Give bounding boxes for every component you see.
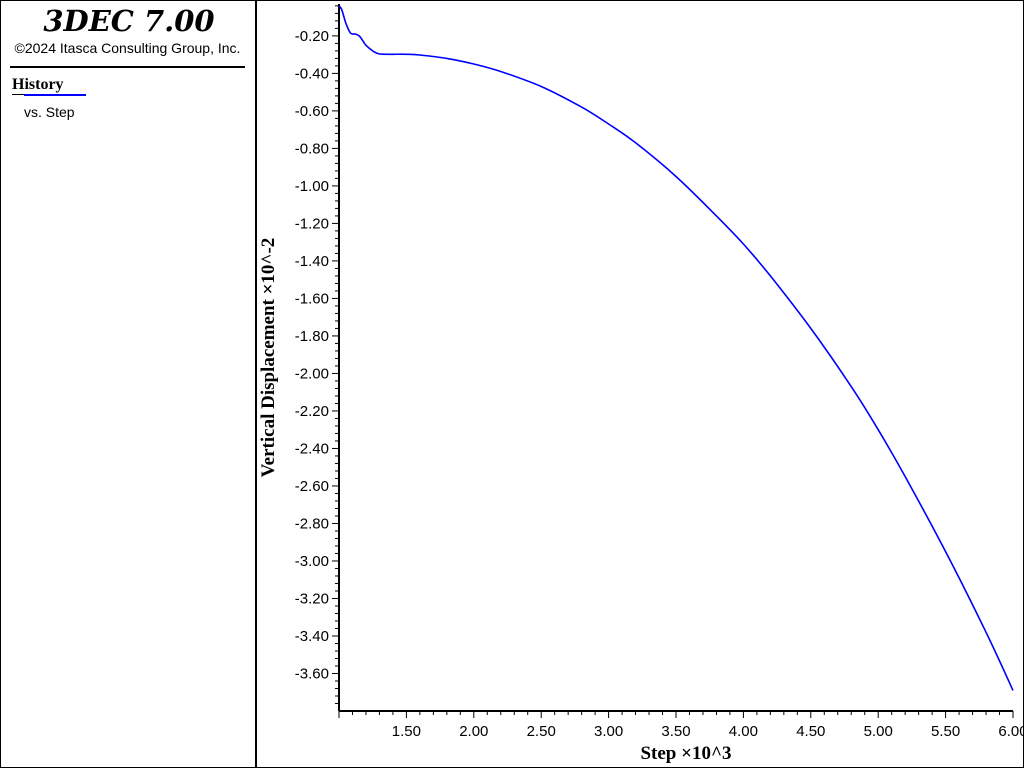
y-tick-label: -2.00 — [295, 365, 329, 382]
plot-axes — [338, 4, 1013, 712]
plot-series — [338, 5, 1014, 691]
y-tick-label: -3.40 — [295, 628, 329, 645]
legend-swatch-line — [24, 94, 86, 96]
y-tick-label: -1.80 — [295, 328, 329, 345]
x-tick-label: 5.00 — [864, 723, 893, 740]
legend-entry-label: vs. Step — [24, 104, 75, 120]
app-title: 3DEC 7.00 — [43, 4, 215, 38]
history-plot: 1.50 2.00 2.50 3.00 3.50 4.00 4.50 5.00 5.50 6.00… — [258, 4, 1024, 764]
x-tick-label: 3.00 — [594, 723, 623, 740]
x-axis-label: Step ×10^3 — [640, 743, 731, 764]
y-tick-label: -3.00 — [295, 553, 329, 570]
y-tick-label: -2.80 — [295, 515, 329, 532]
y-tick-label: -3.20 — [295, 590, 329, 607]
x-tick-label: 2.50 — [527, 723, 556, 740]
y-axis-label: Vertical Displacement ×10^-2 — [258, 238, 279, 478]
x-tick-label: 4.00 — [729, 723, 758, 740]
y-tick-label: -2.20 — [295, 403, 329, 420]
history-series-line — [338, 5, 1014, 691]
plot-tick-labels: 1.50 2.00 2.50 3.00 3.50 4.00 4.50 5.00 5.50 6.00… — [295, 28, 1024, 740]
x-tick-label: 4.50 — [796, 723, 825, 740]
y-tick-label: -0.60 — [295, 103, 329, 120]
x-tick-label: 2.00 — [459, 723, 488, 740]
y-tick-label: -1.40 — [295, 253, 329, 270]
y-tick-label: -1.60 — [295, 290, 329, 307]
y-tick-label: -3.60 — [295, 665, 329, 682]
legend-panel: 3DEC 7.00 ©2024 Itasca Consulting Group,… — [0, 0, 255, 768]
y-tick-label: -2.40 — [295, 440, 329, 457]
x-tick-label: 3.50 — [661, 723, 690, 740]
y-tick-label: -0.20 — [295, 28, 329, 45]
legend-heading: History — [12, 76, 64, 93]
y-tick-label: -2.60 — [295, 478, 329, 495]
plot-ticks — [332, 5, 1014, 718]
y-tick-label: -1.00 — [295, 178, 329, 195]
x-tick-label: 5.50 — [931, 723, 960, 740]
x-tick-label: 1.50 — [392, 723, 421, 740]
title-divider — [10, 66, 245, 68]
panel-divider — [255, 0, 257, 768]
y-tick-label: -1.20 — [295, 215, 329, 232]
y-tick-label: -0.80 — [295, 140, 329, 157]
copyright-notice: ©2024 Itasca Consulting Group, Inc. — [14, 40, 241, 56]
x-tick-label: 6.00 — [998, 723, 1024, 740]
y-tick-label: -0.40 — [295, 65, 329, 82]
